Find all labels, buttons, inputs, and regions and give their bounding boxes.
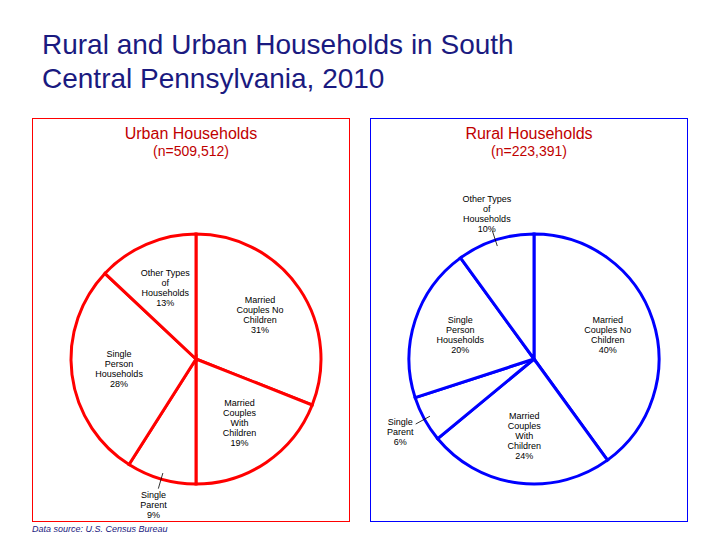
html-text:(n=223,391): (n=223,391) bbox=[491, 143, 567, 159]
html-text:Rural Households: Rural Households bbox=[465, 125, 593, 142]
html-text:(n=509,512): (n=509,512) bbox=[153, 143, 229, 159]
html-text:Data source: U.S. Census Burea: Data source: U.S. Census Bureau bbox=[32, 524, 168, 534]
html-text:Urban Households: Urban Households bbox=[124, 125, 258, 142]
svg-text:MarriedCouplesWithChildren24%: MarriedCouplesWithChildren24% bbox=[508, 411, 542, 461]
svg-text:Other TypesofHouseholds10%: Other TypesofHouseholds10% bbox=[462, 194, 511, 234]
svg-text:SinglePersonHouseholds20%: SinglePersonHouseholds20% bbox=[437, 315, 485, 355]
svg-text:MarriedCouples NoChildren40%: MarriedCouples NoChildren40% bbox=[584, 315, 631, 355]
html-text:Rural and Urban Households in: Rural and Urban Households in South Cent… bbox=[42, 29, 514, 94]
svg-text:Other TypesofHouseholds13%: Other TypesofHouseholds13% bbox=[141, 268, 190, 308]
svg-text:MarriedCouples NoChildren31%: MarriedCouples NoChildren31% bbox=[237, 295, 284, 335]
svg-text:SingleParent9%: SingleParent9% bbox=[140, 490, 167, 519]
svg-text:MarriedCouplesWithChildren19%: MarriedCouplesWithChildren19% bbox=[223, 398, 257, 448]
svg-text:SingleParent6%: SingleParent6% bbox=[387, 417, 414, 447]
svg-text:SinglePersonHouseholds28%: SinglePersonHouseholds28% bbox=[95, 349, 143, 389]
